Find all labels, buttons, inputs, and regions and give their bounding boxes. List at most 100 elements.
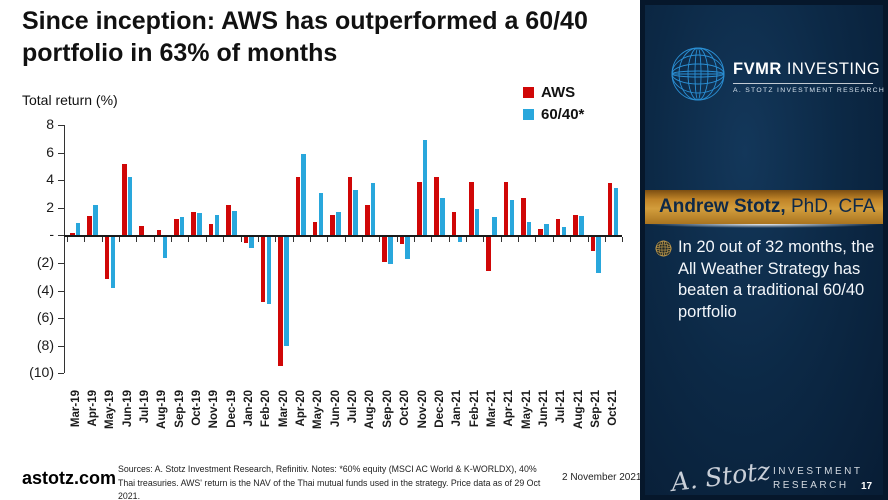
- x-axis-label: Nov-20: [416, 390, 429, 429]
- x-axis-label: Jan-20: [243, 390, 255, 427]
- bar-AWS-Sep-21: [590, 237, 596, 252]
- bar-6040-Feb-20: [266, 237, 272, 304]
- bar-AWS-Jul-20: [347, 177, 353, 236]
- x-axis-label: May-21: [520, 390, 533, 429]
- bar-6040-Dec-19: [231, 210, 237, 236]
- bar-6040-Oct-19: [197, 213, 202, 236]
- bar-6040-Nov-20: [422, 140, 428, 236]
- bar-6040-Jun-19: [127, 177, 133, 236]
- x-axis-label: Oct-20: [399, 390, 412, 426]
- brand-bottom: INVESTMENT RESEARCH: [773, 465, 862, 493]
- x-axis-label: Apr-20: [295, 390, 308, 427]
- bar-6040-Jun-20: [336, 211, 341, 236]
- brand-bottom-line2: RESEARCH: [773, 480, 849, 491]
- bar-6040-Sep-19: [179, 217, 185, 236]
- x-axis-tick: [67, 237, 68, 243]
- x-axis-tick: [309, 237, 311, 243]
- bar-AWS-Aug-19: [156, 229, 162, 236]
- bar-AWS-Nov-20: [417, 181, 422, 236]
- author-name: Andrew Stotz, PhD, CFA: [659, 196, 876, 217]
- signature-row: A. Stotz INVESTMENT RESEARCH 17: [645, 456, 883, 500]
- x-axis-label: Feb-21: [468, 390, 481, 428]
- x-axis-label: Sep-19: [173, 390, 186, 428]
- x-axis-tick: [240, 237, 242, 243]
- x-axis-label: Mar-20: [277, 390, 290, 428]
- x-axis-label: Jul-20: [347, 390, 360, 424]
- x-axis-tick: [84, 237, 86, 243]
- bar-AWS-Mar-20: [278, 237, 283, 366]
- x-axis-label: Nov-19: [208, 390, 221, 429]
- brand-block: FVMR INVESTING A. STOTZ INVESTMENT RESEA…: [645, 35, 884, 135]
- bar-AWS-Mar-21: [486, 237, 491, 271]
- key-point: In 20 out of 32 months, the All Weather …: [655, 237, 877, 323]
- x-axis-tick: [344, 237, 346, 243]
- y-axis-label: 2: [46, 198, 54, 215]
- x-axis-label: Jul-19: [138, 390, 151, 424]
- bar-AWS-May-21: [521, 198, 526, 236]
- sidebar: FVMR INVESTING A. STOTZ INVESTMENT RESEA…: [640, 0, 888, 500]
- bar-6040-Apr-21: [509, 199, 515, 236]
- y-axis-tick: [58, 152, 64, 154]
- y-axis-tick: [58, 125, 64, 126]
- x-axis-baseline: [64, 235, 622, 238]
- bar-6040-Jul-20: [353, 189, 358, 236]
- bar-AWS-Feb-21: [469, 181, 474, 236]
- x-axis-label: Jun-19: [121, 390, 134, 428]
- x-axis-label: Jul-21: [555, 390, 568, 424]
- bar-6040-May-21: [526, 221, 532, 236]
- x-axis-tick: [622, 237, 624, 243]
- y-axis-tick: [58, 235, 64, 237]
- bar-6040-Jan-20: [249, 237, 254, 249]
- x-axis-tick: [518, 237, 520, 243]
- bar-AWS-Sep-20: [382, 237, 387, 263]
- bar-AWS-Dec-20: [434, 177, 439, 236]
- x-axis-label: Sep-20: [381, 390, 394, 428]
- x-axis-tick: [431, 237, 433, 243]
- y-axis-label: (8): [36, 336, 54, 353]
- bar-AWS-Oct-19: [191, 211, 197, 236]
- x-axis-tick: [136, 237, 138, 243]
- x-axis-label: Aug-21: [572, 390, 585, 429]
- website-link[interactable]: astotz.com: [22, 468, 117, 488]
- bar-6040-Sep-21: [596, 237, 601, 274]
- bar-6040-Aug-20: [370, 182, 376, 236]
- bar-AWS-Aug-21: [573, 214, 578, 236]
- legend-swatch: [523, 109, 534, 120]
- bar-AWS-Jan-20: [243, 237, 249, 243]
- bar-AWS-Aug-20: [364, 205, 370, 236]
- y-axis-line: [64, 125, 65, 374]
- bar-AWS-Feb-20: [260, 237, 266, 303]
- bar-6040-Mar-19: [75, 222, 81, 236]
- bar-AWS-Dec-19: [226, 205, 231, 236]
- globe-bullet-icon: [655, 240, 672, 257]
- x-axis-tick: [153, 237, 155, 243]
- bar-chart: 8 6 4 2 - (2) (4) (6) (8) (10) Mar-19 Apr-19 May-19 J…: [29, 116, 624, 429]
- y-axis-tick: [58, 207, 64, 209]
- y-axis-tick: [58, 318, 64, 320]
- x-axis-label: Oct-21: [607, 390, 620, 426]
- x-axis-label: Sep-21: [590, 390, 602, 428]
- y-axis-tick: [58, 290, 64, 292]
- bar-AWS-Mar-19: [70, 232, 75, 236]
- x-axis-tick: [119, 237, 121, 243]
- x-axis-label: Mar-21: [485, 390, 498, 428]
- y-axis-label: (4): [36, 281, 54, 298]
- bar-6040-Mar-21: [492, 217, 497, 236]
- x-axis-label: Jun-21: [537, 390, 550, 428]
- x-axis-tick: [257, 237, 259, 243]
- chart-panel: Since inception: AWS has outperformed a …: [22, 7, 642, 500]
- bar-AWS-Sep-19: [174, 218, 179, 236]
- sources-note: Sources: A. Stotz Investment Research, R…: [118, 464, 541, 500]
- brand-text: FVMR INVESTING A. STOTZ INVESTMENT RESEA…: [733, 60, 884, 94]
- x-axis-label: Apr-19: [86, 390, 99, 427]
- bar-AWS-Oct-20: [399, 237, 405, 245]
- bar-6040-Nov-19: [214, 214, 220, 236]
- legend-swatch: [523, 87, 534, 98]
- bar-AWS-Jul-21: [555, 218, 561, 236]
- bar-AWS-Apr-20: [295, 177, 301, 236]
- bar-6040-Jul-21: [561, 227, 567, 236]
- bar-6040-Mar-20: [284, 237, 289, 347]
- author-banner: Andrew Stotz, PhD, CFA: [645, 190, 883, 228]
- y-axis-label: 6: [46, 143, 54, 160]
- bar-6040-Dec-20: [440, 198, 445, 236]
